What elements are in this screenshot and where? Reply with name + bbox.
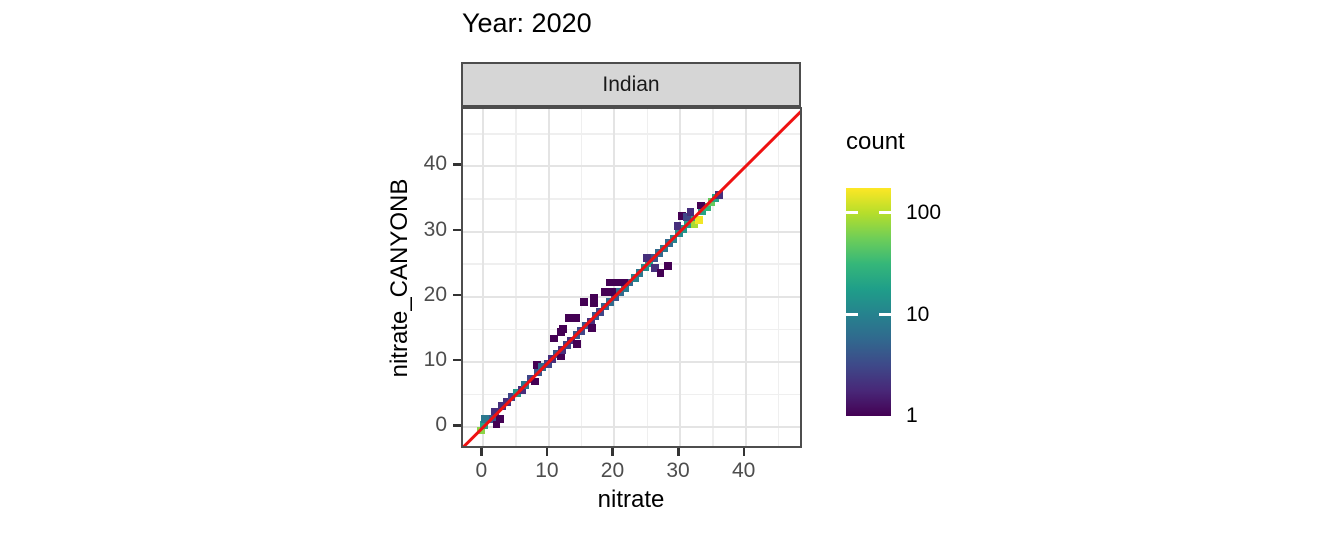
legend-title: count: [846, 128, 905, 155]
minor-gridline: [463, 328, 800, 331]
x-axis-tick: [545, 448, 549, 456]
count-bin: [613, 278, 622, 287]
count-bin: [533, 361, 542, 370]
minor-gridline: [580, 109, 583, 446]
plot-panel: [461, 107, 802, 448]
minor-gridline: [463, 393, 800, 396]
major-gridline: [613, 109, 616, 446]
x-axis-tick: [742, 448, 746, 456]
legend-tick-label: 1: [906, 404, 918, 427]
y-axis-tick: [453, 163, 461, 166]
legend-tick: [846, 313, 858, 316]
y-axis-tick: [453, 228, 461, 232]
count-bin: [620, 278, 629, 287]
count-bin: [559, 324, 568, 333]
major-gridline: [679, 109, 682, 446]
count-bin: [600, 288, 609, 297]
count-bin: [564, 313, 573, 322]
count-bin: [686, 208, 695, 216]
x-axis-tick-label: 20: [600, 459, 625, 482]
count-bin: [491, 407, 500, 416]
legend-tick: [879, 211, 891, 215]
count-bin: [656, 269, 665, 278]
major-gridline: [744, 109, 747, 446]
legend-tick: [879, 313, 891, 316]
y-axis-title: nitrate_CANYONB: [386, 178, 413, 378]
count-bin: [663, 262, 672, 271]
count-bin: [492, 420, 501, 429]
y-axis-tick-label: 20: [423, 282, 447, 306]
major-gridline: [463, 426, 800, 429]
legend: count 100 10 1: [846, 128, 1046, 448]
y-axis-tick: [453, 293, 461, 297]
minor-gridline: [463, 133, 800, 135]
count-bin: [682, 213, 691, 222]
count-bin: [588, 324, 597, 332]
major-gridline: [482, 109, 485, 446]
minor-gridline: [463, 198, 800, 200]
count-bin: [678, 212, 686, 220]
facet-strip: Indian: [461, 62, 801, 107]
y-axis-tick-label: 0: [435, 413, 447, 437]
minor-gridline: [777, 109, 780, 446]
count-bin: [571, 313, 580, 322]
count-bin: [695, 215, 703, 224]
minor-gridline: [712, 109, 714, 446]
major-gridline: [463, 230, 800, 233]
count-bin: [590, 293, 599, 302]
y-axis-tick-label: 10: [423, 347, 447, 371]
major-gridline: [547, 109, 550, 446]
plot-title: Year: 2020: [462, 8, 592, 38]
major-gridline: [463, 295, 800, 298]
minor-gridline: [515, 109, 517, 446]
legend-tick-label: 10: [906, 302, 930, 326]
identity-line: [463, 110, 800, 446]
x-axis-tick-label: 40: [731, 459, 756, 482]
x-axis-tick-label: 0: [475, 459, 488, 482]
count-bin: [481, 414, 490, 423]
count-bin: [573, 340, 582, 349]
count-bin: [590, 299, 599, 308]
count-bin: [690, 220, 699, 229]
count-bin: [496, 415, 505, 424]
count-bin: [550, 334, 559, 343]
minor-gridline: [646, 109, 649, 446]
major-gridline: [463, 360, 800, 363]
x-axis-tick-label: 30: [666, 459, 690, 482]
legend-tick-label: 100: [906, 200, 942, 224]
x-axis-tick: [677, 448, 680, 456]
count-bin: [606, 278, 614, 287]
major-gridline: [463, 165, 800, 168]
count-bin: [673, 221, 682, 230]
count-bin: [697, 201, 705, 210]
legend-colorbar: [846, 188, 891, 416]
x-axis-tick: [480, 448, 483, 456]
count-bin: [642, 254, 651, 263]
x-axis-tick-label: 10: [535, 459, 559, 482]
facet-strip-label: Indian: [602, 72, 660, 96]
minor-gridline: [463, 263, 800, 265]
count-bin: [579, 298, 588, 306]
count-bin: [608, 288, 617, 297]
count-bin: [531, 377, 540, 386]
legend-tick: [846, 211, 858, 215]
y-axis-tick-label: 30: [423, 217, 447, 241]
y-axis-tick-label: 40: [423, 152, 447, 176]
y-axis-tick: [453, 358, 461, 362]
x-axis-tick: [611, 448, 614, 456]
count-bin: [557, 352, 566, 361]
count-bin: [651, 264, 660, 273]
y-axis-tick: [453, 424, 461, 427]
